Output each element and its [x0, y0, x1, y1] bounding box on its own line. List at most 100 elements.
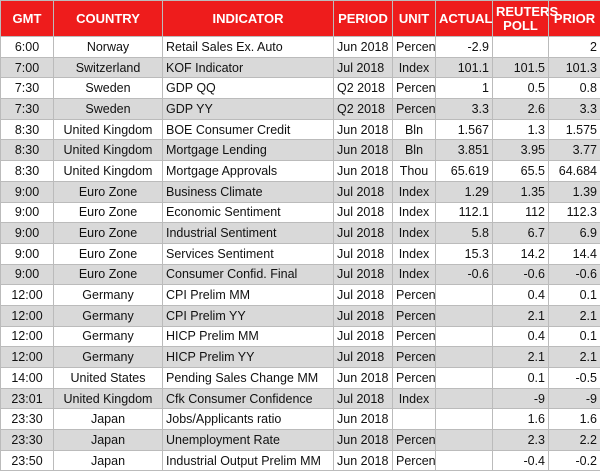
indicator-cell: Mortgage Approvals: [162, 160, 334, 182]
period-cell: Jun 2018: [333, 139, 393, 162]
actual-cell: [435, 387, 493, 410]
country-cell: Japan: [53, 449, 163, 472]
table-row: 9:00 Euro Zone Services Sentiment Jul 2018 I…: [0, 242, 600, 265]
unit-cell: Percent: [392, 77, 436, 100]
unit-cell: Percent: [392, 36, 436, 58]
actual-cell: 101.1: [435, 56, 493, 79]
header-cell: PRIOR: [548, 0, 600, 37]
period-cell: Jul 2018: [333, 180, 393, 203]
table-row: 7:30 Sweden GDP QQ Q2 2018 Percent 1 0.5 0.8: [0, 77, 600, 100]
reuters-poll-cell: 112: [492, 201, 549, 224]
unit-cell: Percent: [392, 429, 436, 451]
header-cell: INDICATOR: [162, 0, 334, 37]
table-row: 8:30 United Kingdom Mortgage Approvals Jun …: [0, 160, 600, 182]
prior-cell: 3.77: [548, 139, 600, 162]
indicator-cell: CPI Prelim MM: [162, 284, 334, 306]
indicator-cell: KOF Indicator: [162, 56, 334, 79]
gmt-cell: 7:00: [0, 56, 54, 79]
indicator-cell: CPI Prelim YY: [162, 304, 334, 327]
gmt-cell: 7:30: [0, 98, 54, 120]
table-row: 12:00 Germany CPI Prelim YY Jul 2018 Percent…: [0, 304, 600, 327]
table-row: 6:00 Norway Retail Sales Ex. Auto Jun 2018 P…: [0, 36, 600, 58]
table-row: 12:00 Germany HICP Prelim YY Jul 2018 Percen…: [0, 346, 600, 368]
country-cell: Germany: [53, 325, 163, 348]
actual-cell: [435, 429, 493, 451]
unit-cell: Index: [392, 222, 436, 244]
unit-cell: Index: [392, 242, 436, 265]
country-cell: Norway: [53, 36, 163, 58]
unit-cell: Bln: [392, 118, 436, 141]
unit-cell: Percent: [392, 449, 436, 472]
table-row: 23:01 United Kingdom Cfk Consumer Confiden…: [0, 387, 600, 410]
country-cell: Euro Zone: [53, 180, 163, 203]
country-cell: Sweden: [53, 98, 163, 120]
gmt-cell: 9:00: [0, 201, 54, 224]
actual-cell: [435, 346, 493, 368]
period-cell: Jun 2018: [333, 449, 393, 472]
reuters-poll-cell: 6.7: [492, 222, 549, 244]
reuters-poll-cell: 1.35: [492, 180, 549, 203]
gmt-cell: 12:00: [0, 284, 54, 306]
period-cell: Jul 2018: [333, 201, 393, 224]
actual-cell: -2.9: [435, 36, 493, 58]
prior-cell: 64.684: [548, 160, 600, 182]
country-cell: Germany: [53, 346, 163, 368]
gmt-cell: 9:00: [0, 263, 54, 286]
reuters-poll-cell: 3.95: [492, 139, 549, 162]
header-cell: UNIT: [392, 0, 436, 37]
country-cell: Switzerland: [53, 56, 163, 79]
reuters-poll-cell: 14.2: [492, 242, 549, 265]
period-cell: Jul 2018: [333, 387, 393, 410]
country-cell: United Kingdom: [53, 139, 163, 162]
table-row: 9:00 Euro Zone Business Climate Jul 2018 Ind…: [0, 180, 600, 203]
unit-cell: Percent: [392, 98, 436, 120]
period-cell: Jul 2018: [333, 325, 393, 348]
indicator-cell: HICP Prelim YY: [162, 346, 334, 368]
actual-cell: [435, 325, 493, 348]
indicator-cell: Retail Sales Ex. Auto: [162, 36, 334, 58]
table-row: 9:00 Euro Zone Consumer Confid. Final Jul 2…: [0, 263, 600, 286]
reuters-poll-cell: -0.4: [492, 449, 549, 472]
reuters-poll-cell: 2.6: [492, 98, 549, 120]
period-cell: Jun 2018: [333, 429, 393, 451]
actual-cell: 65.619: [435, 160, 493, 182]
actual-cell: 112.1: [435, 201, 493, 224]
reuters-poll-cell: 65.5: [492, 160, 549, 182]
country-cell: United Kingdom: [53, 387, 163, 410]
period-cell: Jul 2018: [333, 284, 393, 306]
unit-cell: Percent: [392, 304, 436, 327]
unit-cell: Index: [392, 201, 436, 224]
country-cell: Euro Zone: [53, 201, 163, 224]
reuters-poll-cell: 1.6: [492, 408, 549, 431]
prior-cell: 0.1: [548, 325, 600, 348]
gmt-cell: 8:30: [0, 118, 54, 141]
actual-cell: [435, 304, 493, 327]
actual-cell: [435, 449, 493, 472]
period-cell: Jul 2018: [333, 242, 393, 265]
prior-cell: 2.2: [548, 429, 600, 451]
indicator-cell: Economic Sentiment: [162, 201, 334, 224]
header-cell: PERIOD: [333, 0, 393, 37]
prior-cell: 101.3: [548, 56, 600, 79]
unit-cell: Percent: [392, 325, 436, 348]
table-row: 12:00 Germany HICP Prelim MM Jul 2018 Percen…: [0, 325, 600, 348]
gmt-cell: 9:00: [0, 242, 54, 265]
unit-cell: Index: [392, 180, 436, 203]
reuters-poll-cell: 2.1: [492, 304, 549, 327]
country-cell: Euro Zone: [53, 242, 163, 265]
indicator-cell: Pending Sales Change MM: [162, 367, 334, 389]
actual-cell: 1: [435, 77, 493, 100]
period-cell: Jul 2018: [333, 263, 393, 286]
indicator-cell: Cfk Consumer Confidence: [162, 387, 334, 410]
indicator-cell: Mortgage Lending: [162, 139, 334, 162]
country-cell: United Kingdom: [53, 160, 163, 182]
prior-cell: 1.575: [548, 118, 600, 141]
gmt-cell: 23:01: [0, 387, 54, 410]
reuters-poll-cell: 2.1: [492, 346, 549, 368]
indicator-cell: GDP QQ: [162, 77, 334, 100]
period-cell: Jul 2018: [333, 56, 393, 79]
period-cell: Jun 2018: [333, 118, 393, 141]
table-row: 7:30 Sweden GDP YY Q2 2018 Percent 3.3 2.6 3.3: [0, 98, 600, 120]
reuters-poll-cell: 101.5: [492, 56, 549, 79]
gmt-cell: 8:30: [0, 160, 54, 182]
